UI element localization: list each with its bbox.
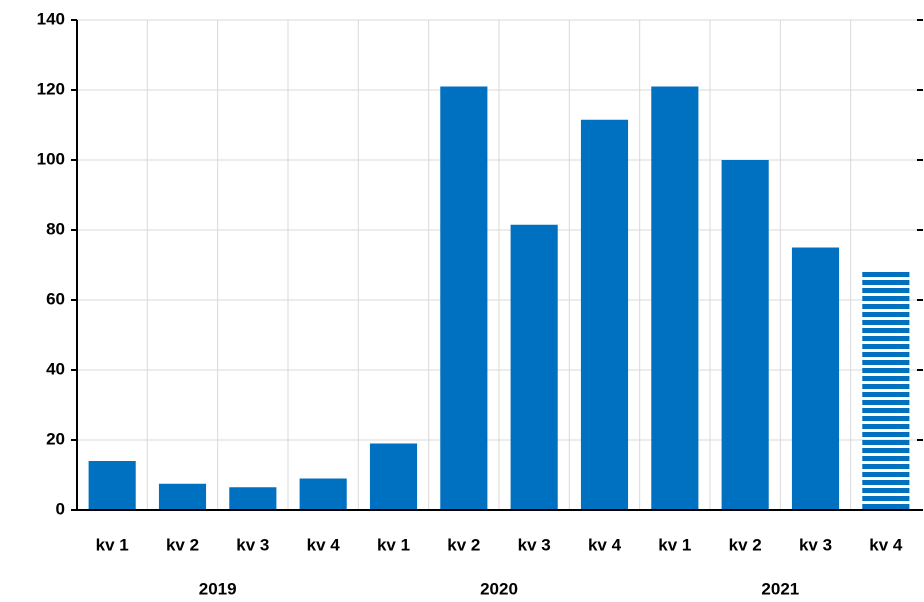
x-tick-label: kv 3 [236, 535, 269, 554]
x-tick-label: kv 1 [96, 535, 129, 554]
y-tick-label: 120 [37, 79, 65, 98]
x-tick-label: kv 3 [799, 535, 832, 554]
x-tick-label: kv 1 [377, 535, 410, 554]
bar [721, 160, 769, 510]
bar [229, 487, 277, 510]
y-tick-label: 20 [46, 429, 65, 448]
bar [299, 478, 347, 510]
bar [862, 270, 910, 510]
x-tick-label: kv 2 [166, 535, 199, 554]
x-tick-label: kv 3 [518, 535, 551, 554]
bar [88, 461, 136, 510]
year-label: 2020 [480, 579, 518, 598]
bar [651, 86, 699, 510]
year-label: 2019 [199, 579, 237, 598]
x-tick-label: kv 4 [588, 535, 622, 554]
y-tick-label: 80 [46, 219, 65, 238]
bar [440, 86, 488, 510]
x-tick-label: kv 4 [869, 535, 903, 554]
x-tick-label: kv 2 [729, 535, 762, 554]
y-tick-label: 40 [46, 359, 65, 378]
x-tick-label: kv 4 [307, 535, 341, 554]
bar [580, 119, 629, 510]
y-tick-label: 100 [37, 149, 65, 168]
bar [158, 483, 207, 510]
bar [369, 443, 418, 510]
y-tick-label: 60 [46, 289, 65, 308]
bar [510, 224, 558, 510]
year-label: 2021 [761, 579, 799, 598]
y-tick-label: 140 [37, 9, 65, 28]
y-tick-label: 0 [56, 499, 65, 518]
bar [791, 247, 840, 510]
x-tick-label: kv 1 [658, 535, 691, 554]
x-tick-label: kv 2 [447, 535, 480, 554]
